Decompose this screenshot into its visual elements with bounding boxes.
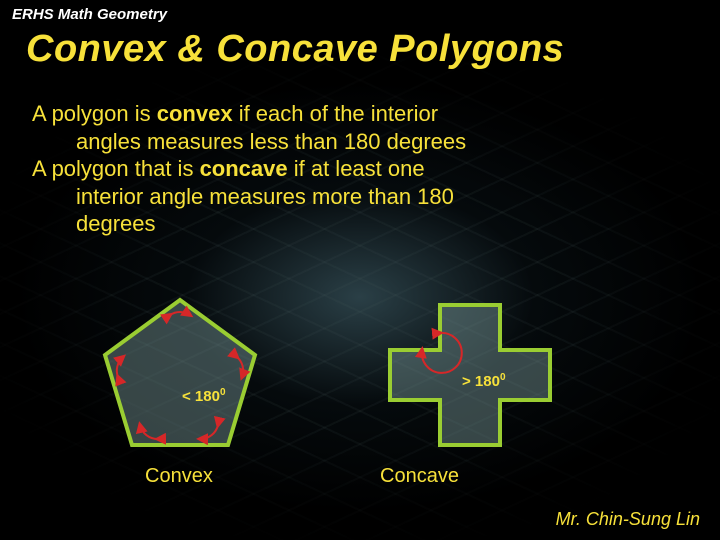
body-line-5: degrees bbox=[76, 210, 680, 238]
body-line-3c: if at least one bbox=[288, 156, 425, 181]
body-term-convex: convex bbox=[157, 101, 233, 126]
pentagon-caption: Convex bbox=[145, 465, 213, 488]
body-line-3: A polygon that is concave if at least on… bbox=[32, 155, 680, 183]
header-label: ERHS Math Geometry bbox=[12, 6, 167, 23]
pentagon-angle-text: < 180 bbox=[182, 388, 220, 405]
page-title: Convex & Concave Polygons bbox=[26, 28, 564, 71]
body-line-2: angles measures less than 180 degrees bbox=[76, 128, 680, 156]
body-text: A polygon is convex if each of the inter… bbox=[32, 100, 680, 238]
body-line-1: A polygon is convex if each of the inter… bbox=[32, 100, 680, 128]
footer-author: Mr. Chin-Sung Lin bbox=[556, 509, 700, 530]
body-term-concave: concave bbox=[200, 156, 288, 181]
cross-diagram: > 1800 Concave bbox=[380, 295, 580, 460]
pentagon-diagram: < 1800 Convex bbox=[100, 295, 280, 460]
cross-caption: Concave bbox=[380, 465, 459, 488]
cross-angle-sup: 0 bbox=[500, 372, 506, 383]
body-line-3a: A polygon that is bbox=[32, 156, 200, 181]
body-line-1a: A polygon is bbox=[32, 101, 157, 126]
cross-angle-label: > 1800 bbox=[462, 372, 506, 390]
pentagon-angle-label: < 1800 bbox=[182, 387, 226, 405]
cross-angle-text: > 180 bbox=[462, 373, 500, 390]
body-line-4: interior angle measures more than 180 bbox=[76, 183, 680, 211]
body-line-1c: if each of the interior bbox=[233, 101, 438, 126]
pentagon-angle-sup: 0 bbox=[220, 387, 226, 398]
pentagon-shape bbox=[100, 295, 260, 455]
